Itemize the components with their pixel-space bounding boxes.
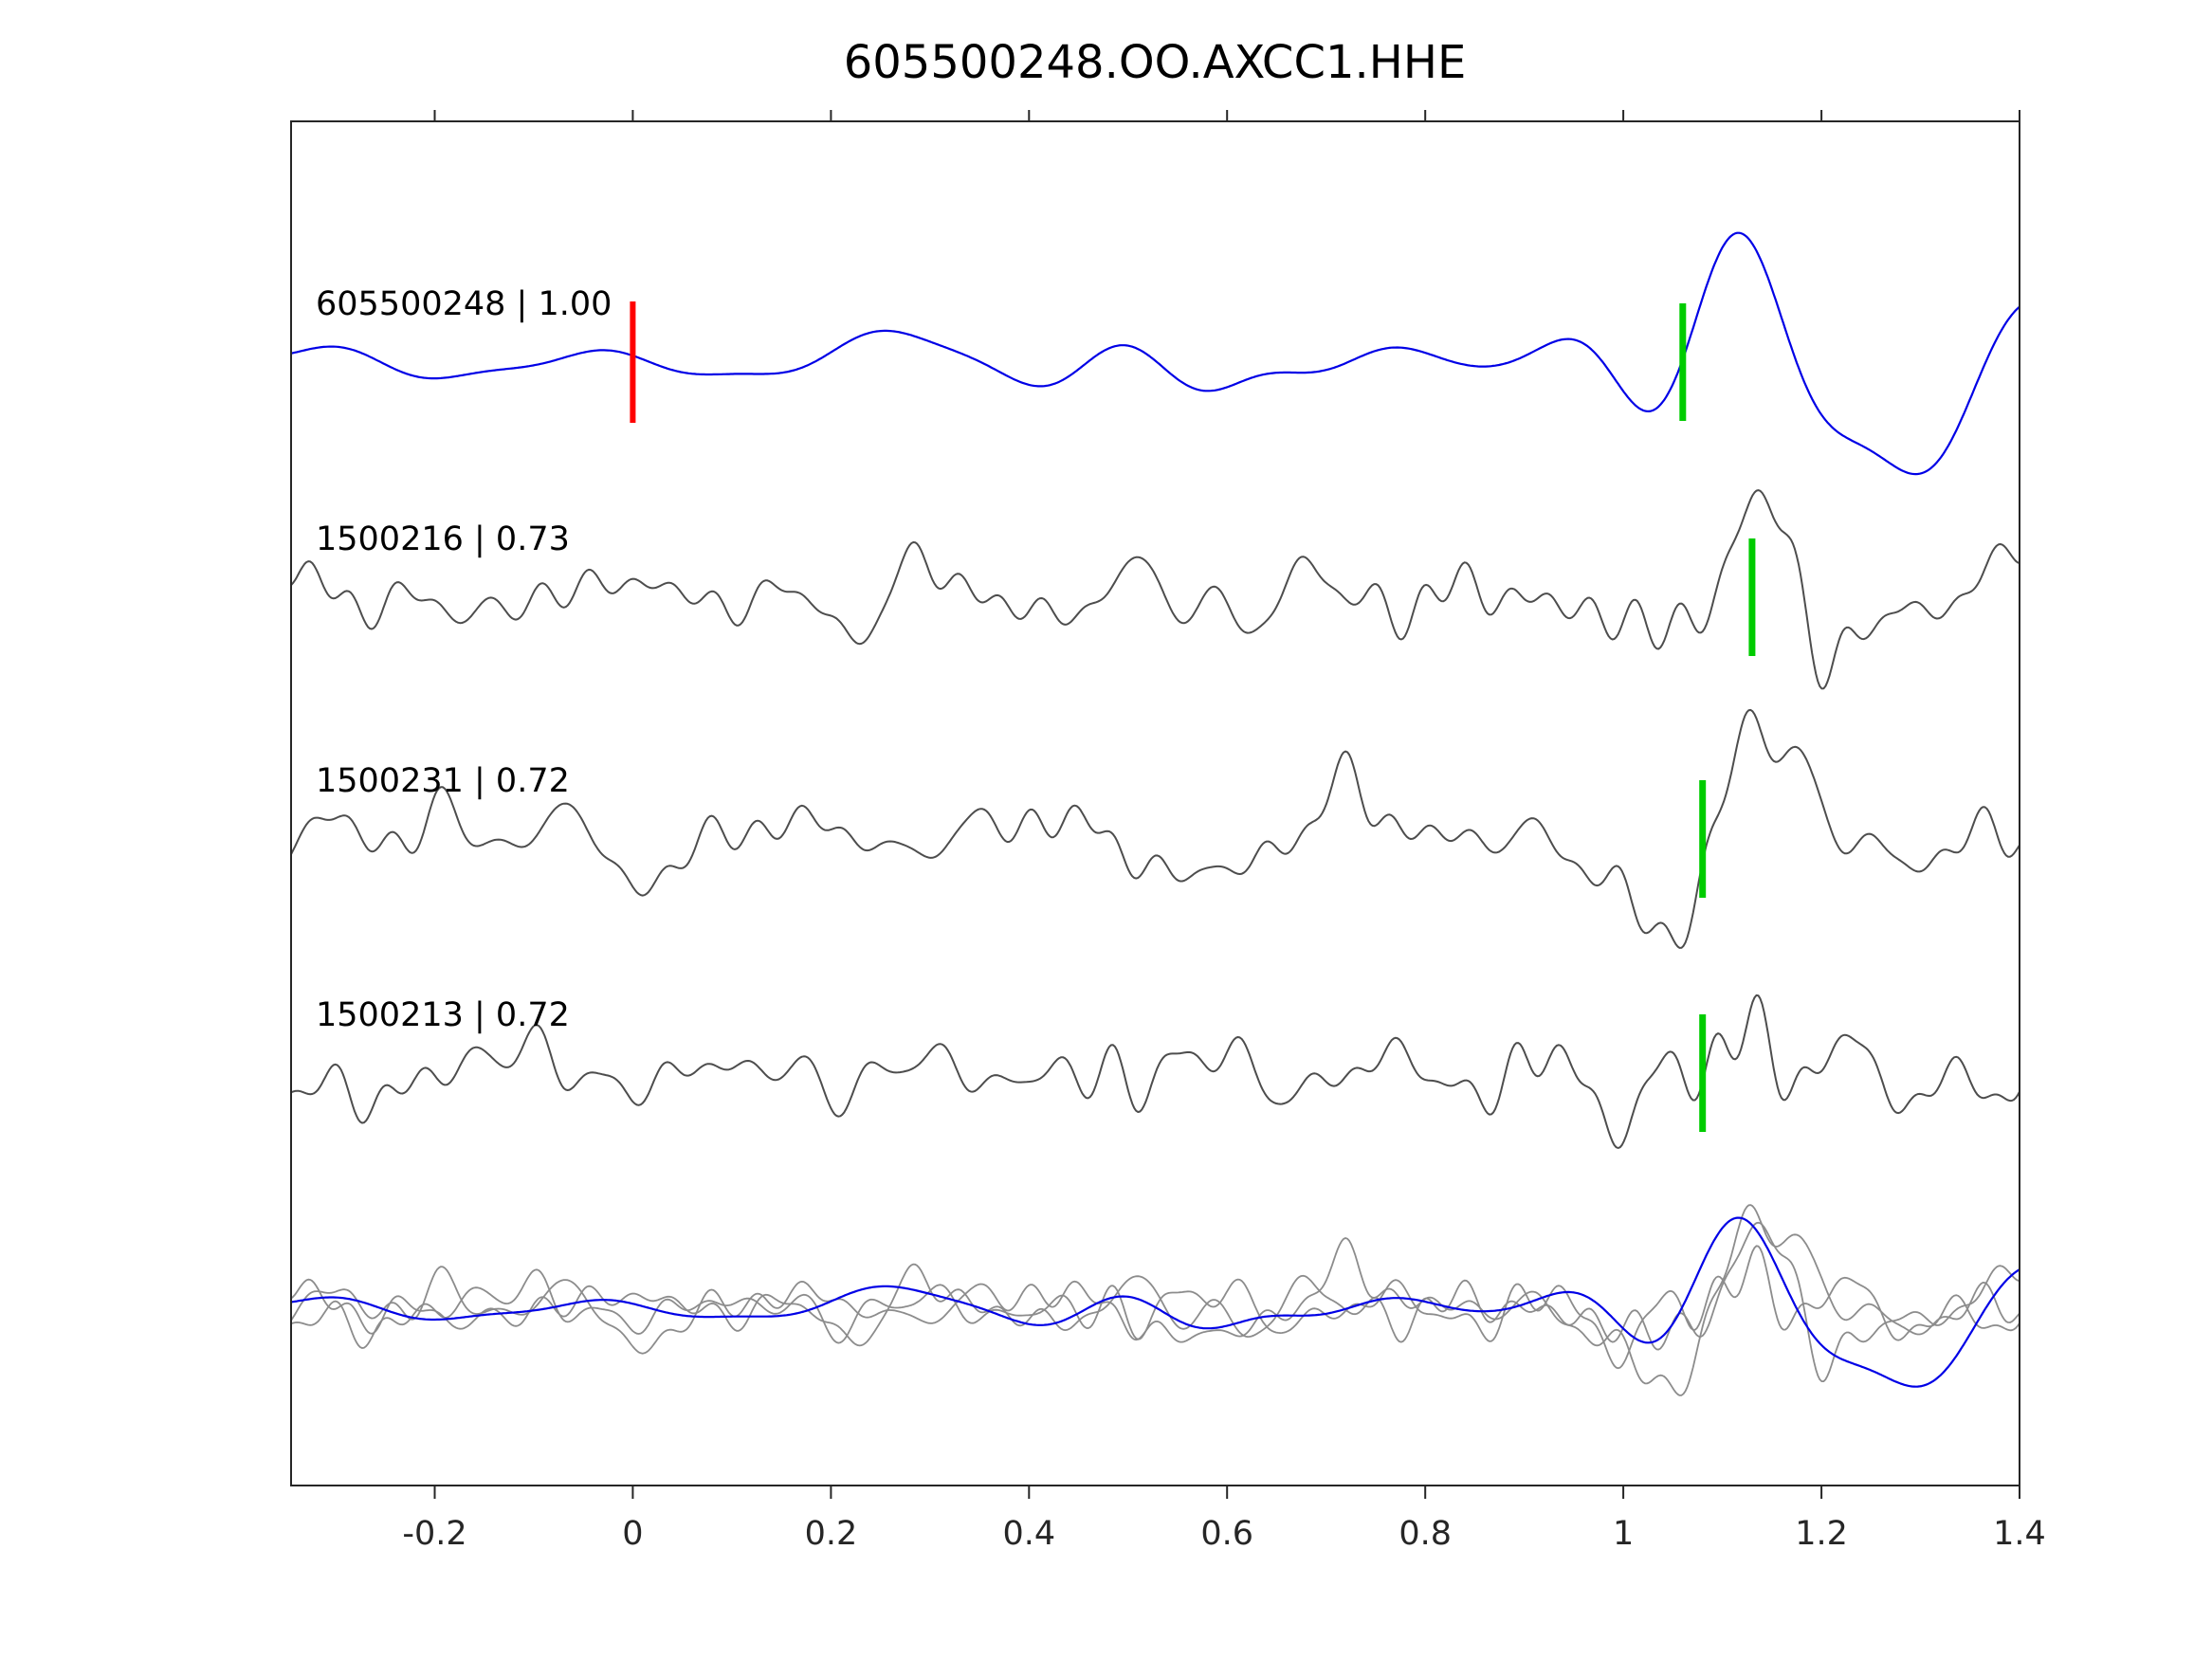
pick-marker-green: [1699, 780, 1707, 898]
x-tick-label: -0.2: [402, 1515, 466, 1553]
trace-605500248: [291, 231, 2020, 476]
trace-1500216: [291, 489, 2020, 690]
x-tick-label: 1.2: [1795, 1515, 1848, 1553]
trace-1500213: [291, 994, 2020, 1149]
x-tick-label: 0.8: [1398, 1515, 1452, 1553]
figure-title: 605500248.OO.AXCC1.HHE: [844, 36, 1467, 89]
trace-label-1500231: 1500231 | 0.72: [316, 762, 570, 800]
x-tick-label: 1.4: [1993, 1515, 2046, 1553]
pick-marker-green: [1748, 538, 1756, 656]
trace-label-1500213: 1500213 | 0.72: [316, 996, 570, 1034]
trace-label-1500216: 1500216 | 0.73: [316, 520, 570, 558]
x-tick-label: 0.6: [1200, 1515, 1253, 1553]
x-tick-label: 0: [622, 1515, 643, 1553]
overlay-trace-605500248: [291, 1216, 2020, 1388]
x-tick-label: 0.4: [1002, 1515, 1055, 1553]
overlay-trace-1500216: [291, 1221, 2020, 1382]
x-tick-label: 0.2: [805, 1515, 858, 1553]
overlay-trace-1500231: [291, 1204, 2020, 1396]
plot-content: 605500248 | 1.00 1500216 | 0.73 1500231 | …: [290, 110, 2046, 1553]
trace-label-605500248: 605500248 | 1.00: [316, 285, 612, 323]
pick-marker-green: [1699, 1014, 1707, 1132]
traces-group: [291, 231, 2020, 1396]
trace-1500231: [291, 708, 2020, 949]
x-tick-label: 1: [1613, 1515, 1634, 1553]
plot-border: [290, 120, 2020, 1486]
pick-marker-red: [630, 301, 636, 423]
pick-marker-green: [1679, 303, 1687, 421]
